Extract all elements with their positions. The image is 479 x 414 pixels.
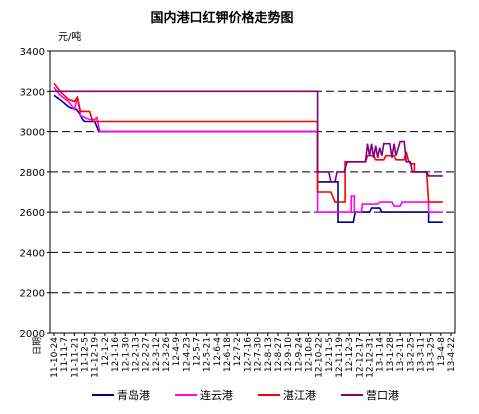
chart-title: 国内港口红钾价格走势图 <box>150 10 293 26</box>
legend-label: 营口港 <box>366 388 399 402</box>
legend-label: 湛江港 <box>283 389 316 402</box>
legend-label: 连云港 <box>200 389 233 402</box>
x-tick-label: 11-12-19 <box>91 337 101 378</box>
plot-frame <box>49 50 456 334</box>
y-tick-label: 3200 <box>20 87 45 98</box>
x-tick-label: 12-8-13 <box>264 337 274 372</box>
y-tick-label: 2400 <box>20 248 45 259</box>
y-tick-label: 2800 <box>20 168 45 179</box>
y-tick-label: 3000 <box>20 128 45 139</box>
x-tick-label: 12-7-30 <box>254 337 264 372</box>
x-tick-label: 12-9-10 <box>284 337 294 372</box>
x-tick-label: 12-2-27 <box>142 337 152 372</box>
x-tick-label: 11-11-7 <box>60 337 70 372</box>
x-tick-label: 13-2-11 <box>396 337 406 372</box>
x-tick-label: 12-1-2 <box>101 337 111 366</box>
x-tick-label: 12-10-8 <box>304 337 314 372</box>
x-tick-label: 12-12-3 <box>345 337 355 372</box>
y-tick-label: 3400 <box>20 47 45 58</box>
x-tick-label: 12-5-7 <box>193 337 203 366</box>
legend-label: 青岛港 <box>117 388 150 402</box>
series-line-2 <box>53 86 443 213</box>
x-axis-label: 日期 <box>32 337 43 355</box>
y-axis-ticks: 2000 2200 2400 2600 2800 3000 3200 3400 <box>20 47 50 340</box>
x-tick-label: 12-6-4 <box>213 337 223 367</box>
x-tick-label: 12-6-18 <box>223 337 233 372</box>
x-tick-label: 12-11-5 <box>325 337 335 372</box>
series-line-1 <box>53 94 443 223</box>
x-tick-label: 13-1-14 <box>376 337 386 372</box>
x-axis-ticks: 11-10-24 11-11-7 11-11-21 11-12-5 11-12-19 12… <box>50 333 457 378</box>
x-tick-label: 12-5-21 <box>203 337 213 372</box>
x-tick-label: 12-9-24 <box>294 337 304 372</box>
x-tick-label: 11-11-21 <box>70 337 80 378</box>
x-tick-label: 12-1-30 <box>121 337 131 372</box>
x-tick-label: 12-11-19 <box>335 337 345 378</box>
y-axis-unit: 元/吨 <box>58 30 81 43</box>
x-tick-label: 13-3-25 <box>427 337 437 372</box>
x-tick-label: 13-2-25 <box>406 337 416 372</box>
x-tick-label: 12-12-31 <box>366 337 376 378</box>
y-tick-label: 2600 <box>20 208 45 219</box>
x-tick-label: 11-10-24 <box>50 337 60 378</box>
series-line-4 <box>54 90 443 183</box>
x-tick-label: 12-8-27 <box>274 337 284 372</box>
x-tick-label: 12-1-16 <box>111 337 121 372</box>
y-tick-label: 2200 <box>20 289 45 300</box>
y-tick-label: 2000 <box>20 329 45 340</box>
series-line-3 <box>53 82 443 203</box>
x-tick-label: 12-3-12 <box>152 337 162 372</box>
x-tick-label: 12-10-22 <box>315 337 325 378</box>
x-tick-label: 13-3-11 <box>416 337 426 372</box>
x-tick-label: 11-12-5 <box>81 337 91 372</box>
x-tick-label: 12-12-17 <box>355 337 365 378</box>
x-axis-label-group: 日期 <box>32 337 43 355</box>
x-tick-label: 12-7-2 <box>233 337 243 366</box>
x-tick-label: 12-2-13 <box>131 337 141 372</box>
x-tick-label: 12-7-16 <box>243 337 253 372</box>
x-tick-label: 13-1-28 <box>386 337 396 372</box>
x-tick-label: 12-4-9 <box>172 337 182 367</box>
x-tick-label: 12-3-26 <box>162 337 172 372</box>
series-layer <box>53 82 443 223</box>
x-tick-label: 13-4-22 <box>447 337 457 372</box>
x-tick-label: 12-4-23 <box>182 337 192 372</box>
legend: 青岛港 连云港 湛江港 营口港 <box>92 388 399 402</box>
x-tick-label: 13-4-8 <box>437 337 447 367</box>
